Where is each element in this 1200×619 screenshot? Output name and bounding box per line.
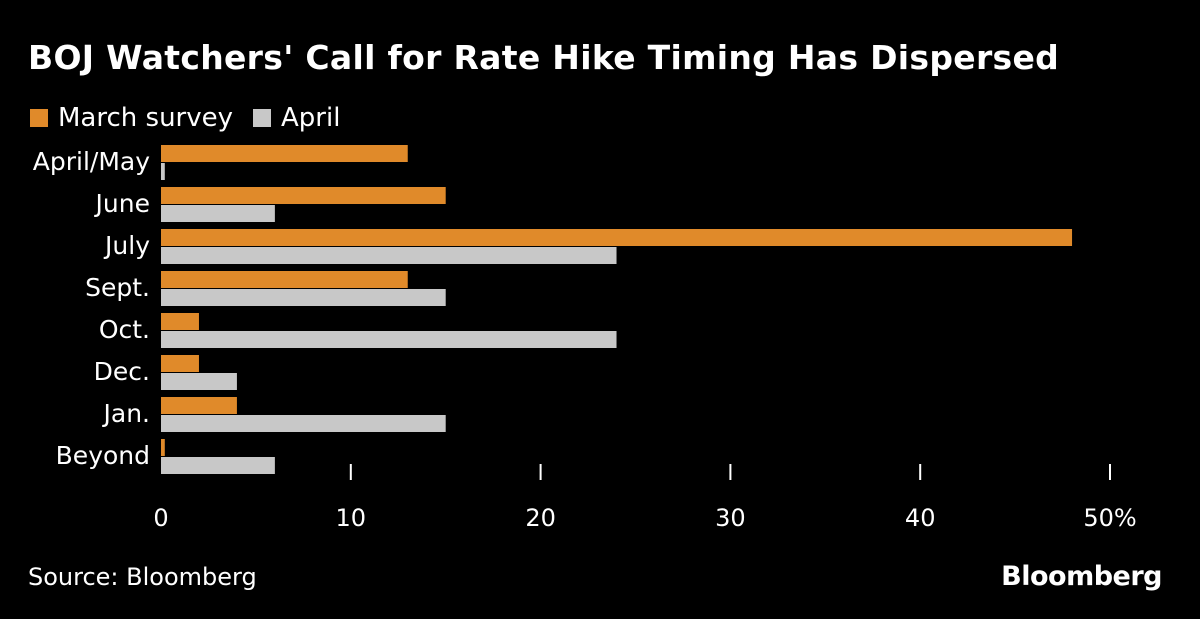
bar-march-5 <box>161 355 199 372</box>
source-note: Source: Bloomberg <box>28 563 257 591</box>
legend-swatch-april <box>253 109 272 127</box>
x-tick-label: 30 <box>715 504 746 532</box>
x-tick-label: 10 <box>336 504 367 532</box>
bar-march-7 <box>161 439 165 456</box>
bar-march-6 <box>161 397 237 414</box>
category-label: Oct. <box>99 315 150 344</box>
legend-label-march: March survey <box>58 103 234 133</box>
category-label: Beyond <box>56 441 150 470</box>
x-tick-label: 0 <box>153 504 168 532</box>
bloomberg-logo: Bloomberg <box>1001 561 1162 592</box>
bar-april-0 <box>161 163 165 180</box>
bar-april-4 <box>161 331 617 348</box>
bar-march-1 <box>161 187 446 204</box>
category-labels: April/May June July Sept. Oct. Dec. Jan. Beyond <box>33 147 150 470</box>
bar-march-2 <box>161 229 1073 246</box>
bar-march-4 <box>161 313 199 330</box>
bar-april-1 <box>161 205 275 222</box>
legend-label-april: April <box>281 103 341 133</box>
category-label: June <box>94 189 150 218</box>
bar-april-6 <box>161 415 446 432</box>
bar-april-2 <box>161 247 617 264</box>
x-tick-label: 40 <box>905 504 936 532</box>
bar-april-7 <box>161 457 275 474</box>
bar-april-3 <box>161 289 446 306</box>
category-label: April/May <box>33 147 150 176</box>
legend-item-april: April <box>253 103 340 133</box>
x-tick-label: 50% <box>1083 504 1136 532</box>
legend-item-march: March survey <box>30 103 233 133</box>
bar-march-3 <box>161 271 408 288</box>
bar-march-0 <box>161 145 408 162</box>
legend: March survey April <box>30 103 360 133</box>
bars-group <box>161 145 1073 474</box>
x-tick-label: 20 <box>525 504 556 532</box>
bar-april-5 <box>161 373 237 390</box>
legend-swatch-march <box>30 109 48 127</box>
category-label: Dec. <box>94 357 150 386</box>
category-label: July <box>103 231 150 260</box>
category-label: Jan. <box>102 399 150 428</box>
x-axis: 0 10 20 30 40 50% <box>153 464 1137 532</box>
chart-title: BOJ Watchers' Call for Rate Hike Timing … <box>28 38 1060 77</box>
category-label: Sept. <box>85 273 150 302</box>
